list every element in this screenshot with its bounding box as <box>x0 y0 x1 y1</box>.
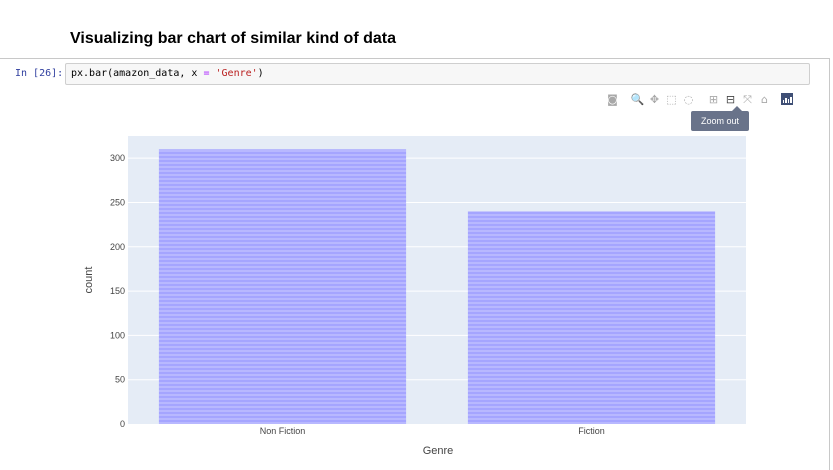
zoom-icon[interactable]: 🔍 <box>630 92 645 106</box>
y-tick-label: 0 <box>120 419 125 429</box>
lasso-select-icon[interactable]: ◌ <box>683 92 694 106</box>
y-tick-label: 50 <box>115 375 125 385</box>
autoscale-icon[interactable]: ⤧ <box>743 92 752 106</box>
plotly-modebar: ◙ 🔍 ✥ ⬚ ◌ ⊞ ⊟ ⤧ ⌂ <box>606 91 793 107</box>
x-tick-label: Fiction <box>578 426 605 436</box>
x-tick-label: Non Fiction <box>260 426 306 436</box>
y-axis-title: count <box>83 267 95 294</box>
bar-fiction[interactable] <box>467 211 716 424</box>
y-tick-label: 100 <box>110 330 125 340</box>
notebook-cell[interactable] <box>0 58 830 470</box>
y-tick-label: 250 <box>110 197 125 207</box>
cell-prompt: In [26]: <box>15 68 64 79</box>
zoom-in-icon[interactable]: ⊞ <box>708 92 719 106</box>
plotly-logo-icon[interactable] <box>781 93 793 105</box>
y-tick-label: 300 <box>110 153 125 163</box>
x-tick-labels: Non Fiction Fiction <box>260 426 605 436</box>
code-op: = <box>203 68 210 79</box>
x-axis-title: Genre <box>423 445 454 457</box>
y-tick-label: 200 <box>110 242 125 252</box>
bar-non-fiction[interactable] <box>158 149 407 425</box>
code-close: ) <box>257 68 264 79</box>
camera-icon[interactable]: ◙ <box>607 92 618 106</box>
code-fn: px.bar(amazon_data, x <box>71 68 204 79</box>
box-select-icon[interactable]: ⬚ <box>666 92 677 106</box>
zoom-out-icon[interactable]: ⊟ <box>725 92 736 106</box>
code-arg: 'Genre' <box>215 68 258 79</box>
y-tick-labels: 0 50 100 150 200 250 300 <box>110 153 125 429</box>
zoom-out-tooltip: Zoom out <box>691 106 749 131</box>
pan-icon[interactable]: ✥ <box>649 92 660 106</box>
y-tick-label: 150 <box>110 286 125 296</box>
code-input[interactable]: px.bar(amazon_data, x = 'Genre') <box>65 63 810 85</box>
reset-axes-icon[interactable]: ⌂ <box>761 92 768 106</box>
bars[interactable] <box>158 149 716 425</box>
section-heading: Visualizing bar chart of similar kind of… <box>70 30 396 47</box>
